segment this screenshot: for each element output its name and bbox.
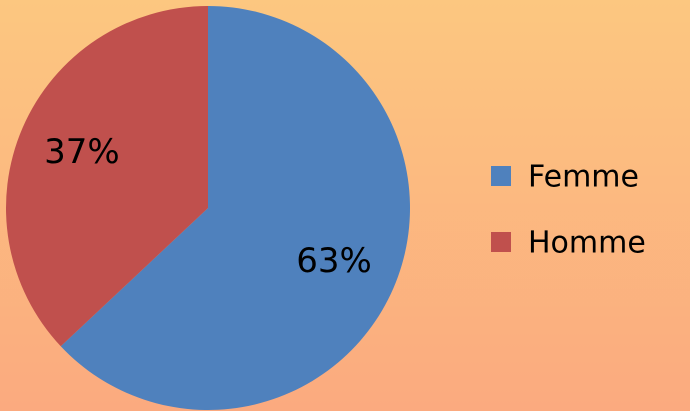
legend-swatch [491,166,511,186]
legend-label: Femme [528,160,639,195]
pie-slice [6,6,209,347]
legend-label: Homme [528,226,646,261]
data-label: 63% [296,241,372,281]
pie-slice [60,6,410,410]
data-label: 37% [44,132,120,172]
legend-swatch [491,232,511,252]
